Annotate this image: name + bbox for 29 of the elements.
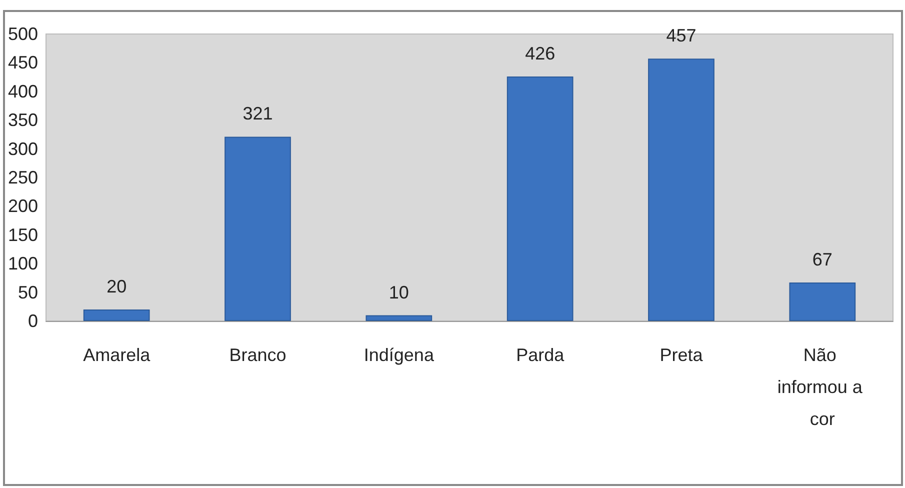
- bar: [789, 282, 856, 321]
- data-label: 10: [388, 282, 409, 302]
- x-tick-label: Branco: [229, 345, 286, 365]
- data-label: 457: [666, 26, 696, 46]
- bar: [366, 315, 432, 321]
- y-tick-label: 500: [8, 24, 38, 44]
- y-tick-label: 300: [8, 138, 38, 159]
- y-tick-label: 450: [8, 52, 38, 73]
- y-tick-label: 200: [8, 196, 38, 216]
- data-label: 20: [106, 276, 127, 297]
- x-tick-label: Parda: [516, 345, 566, 365]
- y-tick-label: 350: [8, 110, 38, 130]
- x-tick-label: Amarela: [83, 345, 152, 365]
- data-label: 67: [812, 250, 832, 270]
- x-tick-label: Preta: [660, 345, 704, 365]
- y-tick-label: 400: [8, 81, 38, 102]
- x-tick-label: Indígena: [364, 345, 435, 365]
- bar: [506, 76, 574, 321]
- y-tick-label: 250: [8, 168, 38, 188]
- data-label: 426: [525, 43, 556, 64]
- y-tick-label: 100: [8, 254, 38, 274]
- y-tick-label: 150: [8, 224, 38, 245]
- data-label: 321: [242, 104, 273, 124]
- y-tick-label: 50: [18, 282, 38, 302]
- x-tick-label: Não informou a cor: [777, 345, 868, 429]
- bar: [83, 310, 150, 321]
- bar: [224, 136, 291, 321]
- y-tick-label: 0: [28, 311, 38, 331]
- bar: [648, 58, 714, 321]
